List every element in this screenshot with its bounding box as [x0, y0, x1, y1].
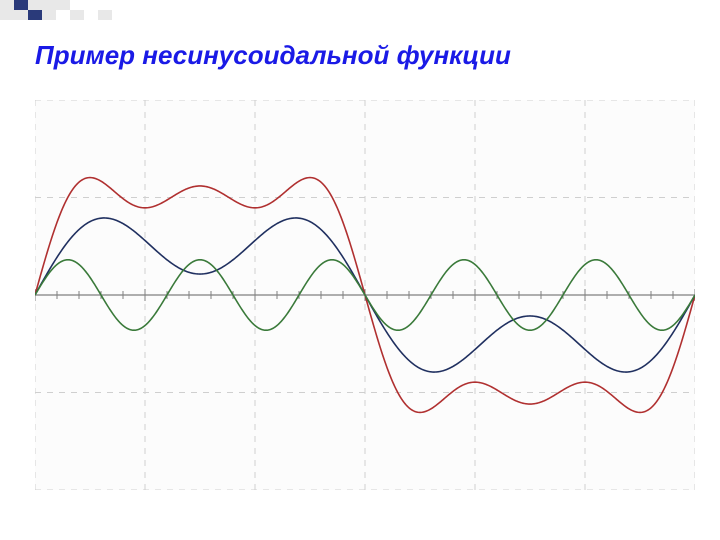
decor-square	[0, 0, 14, 10]
line-chart	[35, 100, 695, 490]
slide: { "title": { "text": "Пример несинусоида…	[0, 0, 720, 540]
decor-square	[0, 10, 14, 20]
decor-square	[70, 10, 84, 20]
decor-square	[14, 10, 28, 20]
decor-square	[56, 0, 70, 10]
chart-container	[35, 100, 695, 490]
decor-square	[98, 10, 112, 20]
decor-square	[28, 10, 42, 20]
decor-square	[14, 0, 28, 10]
decor-square	[28, 0, 42, 10]
decor-square	[42, 10, 56, 20]
decor-square	[42, 0, 56, 10]
page-title: Пример несинусоидальной функции	[35, 40, 511, 71]
corner-decor	[0, 0, 200, 30]
